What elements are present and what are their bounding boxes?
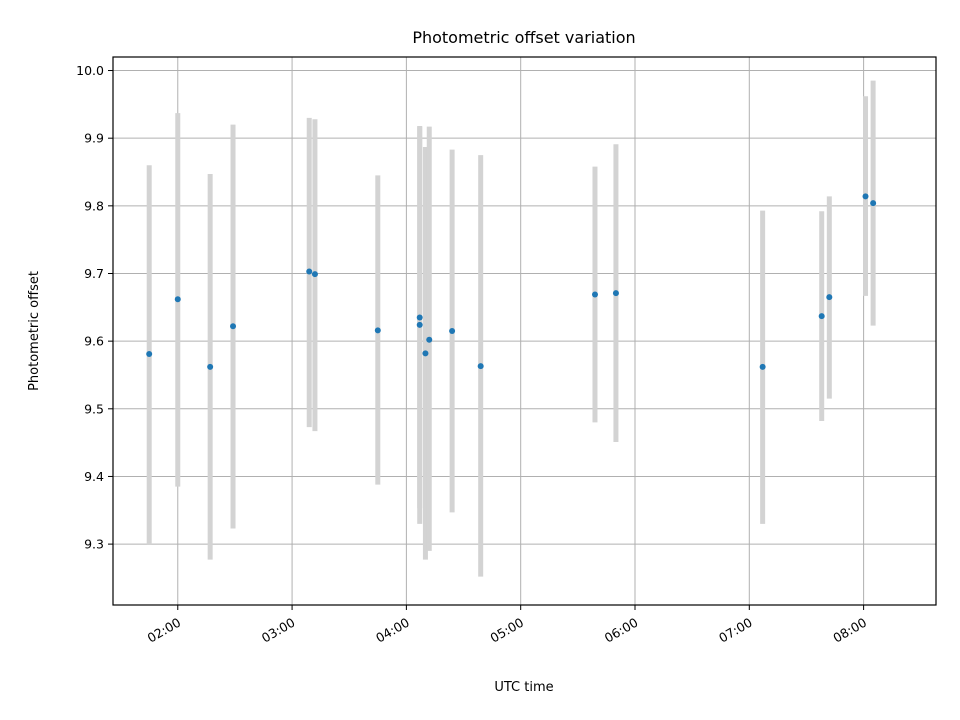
y-tick-label: 10.0 — [76, 63, 104, 78]
x-tick-label: 04:00 — [373, 615, 412, 646]
x-tick-label: 08:00 — [830, 615, 869, 646]
data-point — [146, 351, 153, 358]
data-point — [306, 268, 313, 275]
error-bars — [146, 80, 876, 577]
data-point — [422, 350, 429, 357]
y-tick-label: 9.7 — [84, 266, 104, 281]
x-tick-label: 03:00 — [259, 615, 298, 646]
x-tick-label: 02:00 — [145, 615, 184, 646]
y-tick-label: 9.9 — [84, 131, 104, 146]
data-point — [477, 363, 484, 370]
x-tick-label: 05:00 — [487, 615, 526, 646]
plot-frame — [112, 56, 937, 606]
data-point — [416, 321, 423, 328]
x-tick-label: 07:00 — [716, 615, 755, 646]
grid-lines — [113, 57, 936, 605]
data-point — [426, 336, 433, 343]
x-axis-label: UTC time — [494, 680, 553, 695]
data-point — [207, 363, 214, 370]
y-tick-label: 9.4 — [84, 469, 104, 484]
data-point — [818, 313, 825, 320]
data-point — [826, 294, 833, 301]
x-axis-ticks: 02:00 03:00 04:00 05:00 06:00 07:00 08:00 — [145, 605, 869, 646]
data-point — [612, 290, 619, 297]
data-point — [759, 363, 766, 370]
data-point — [862, 193, 869, 200]
y-tick-label: 9.5 — [84, 401, 104, 416]
chart-title: Photometric offset variation — [412, 28, 635, 47]
y-axis-label: Photometric offset — [27, 271, 42, 391]
y-tick-label: 9.6 — [84, 334, 104, 349]
y-tick-label: 9.3 — [84, 537, 104, 552]
data-point — [591, 291, 598, 298]
data-point — [449, 328, 456, 334]
data-points — [146, 193, 877, 370]
y-axis-ticks: 9.3 9.4 9.5 9.6 9.7 9.8 9.9 10.0 — [76, 63, 113, 552]
data-point — [311, 271, 318, 278]
y-tick-label: 9.8 — [84, 198, 104, 213]
x-tick-label: 06:00 — [602, 615, 641, 646]
data-point — [230, 323, 237, 330]
data-point — [416, 314, 423, 321]
data-point — [374, 327, 381, 334]
data-point — [174, 296, 181, 303]
data-point — [870, 200, 877, 207]
